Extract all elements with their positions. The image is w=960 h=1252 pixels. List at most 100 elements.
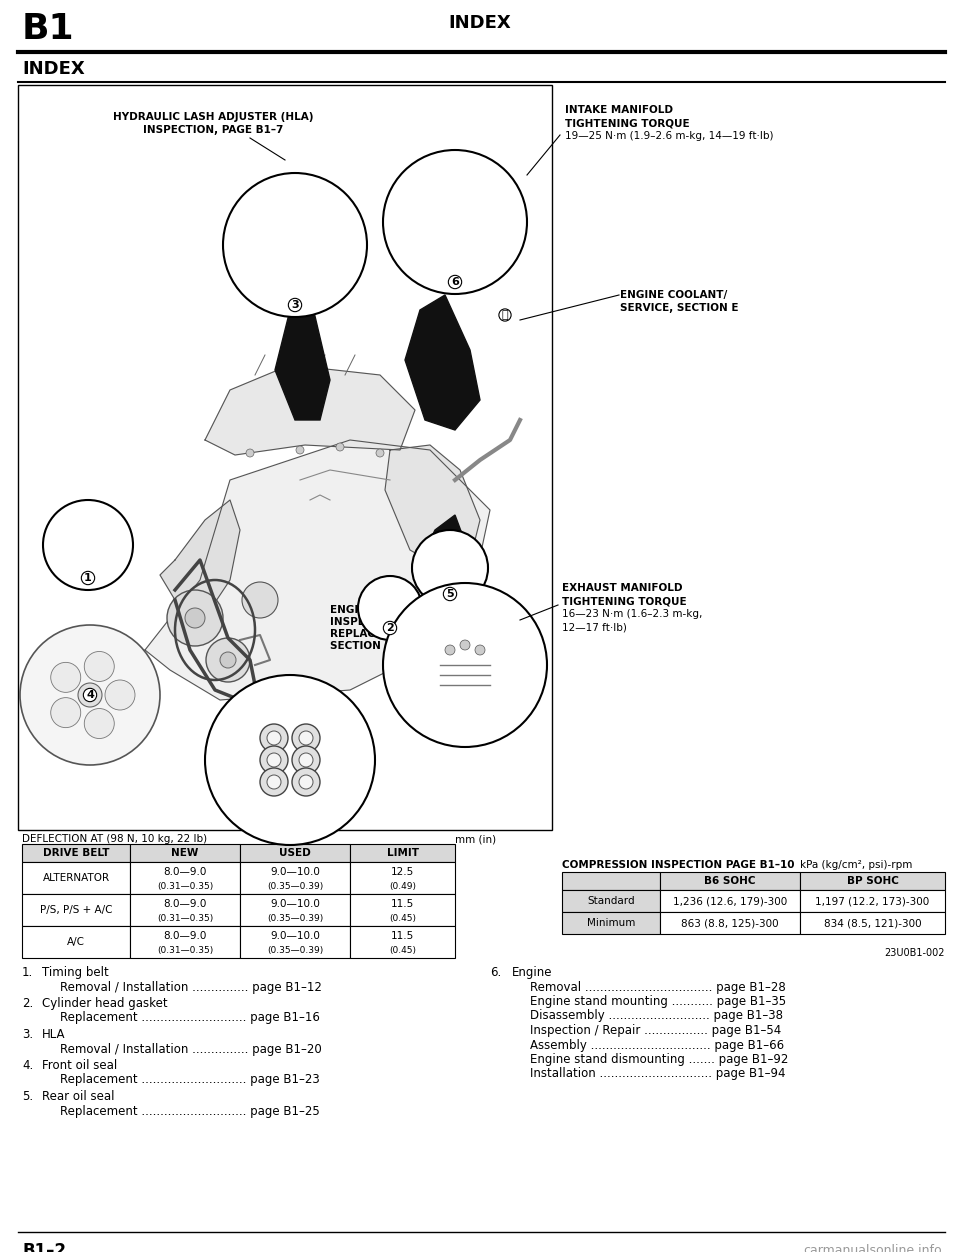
- Text: Removal / Installation ............... page B1–12: Removal / Installation ............... p…: [60, 980, 322, 994]
- Text: INSPECTION, PAGE B1–7: INSPECTION, PAGE B1–7: [143, 125, 283, 135]
- Text: 19—25 N·m (1.9–2.6 m-kg, 14—19 ft·lb): 19—25 N·m (1.9–2.6 m-kg, 14—19 ft·lb): [565, 131, 774, 141]
- Text: (0.45): (0.45): [389, 914, 416, 923]
- Bar: [350, 844, 455, 861]
- Text: INDEX: INDEX: [448, 14, 512, 33]
- Text: 11.5: 11.5: [391, 931, 414, 942]
- Circle shape: [43, 500, 133, 590]
- Circle shape: [84, 709, 114, 739]
- Circle shape: [267, 775, 281, 789]
- Text: ALTERNATOR: ALTERNATOR: [42, 873, 109, 883]
- Polygon shape: [255, 690, 310, 755]
- Circle shape: [267, 752, 281, 767]
- Bar: [660, 871, 800, 890]
- Text: DRIVE BELT: DRIVE BELT: [43, 848, 109, 858]
- Circle shape: [383, 583, 547, 747]
- Text: Cylinder head gasket: Cylinder head gasket: [42, 997, 168, 1010]
- Circle shape: [220, 652, 236, 669]
- Circle shape: [299, 775, 313, 789]
- Polygon shape: [145, 439, 490, 700]
- Text: INSPECTION/: INSPECTION/: [330, 617, 405, 627]
- Text: 2.: 2.: [22, 997, 34, 1010]
- Bar: [22, 894, 130, 926]
- Text: USED: USED: [279, 848, 311, 858]
- Circle shape: [383, 150, 527, 294]
- Polygon shape: [405, 295, 480, 429]
- Circle shape: [299, 731, 313, 745]
- Text: 11.5: 11.5: [391, 899, 414, 909]
- Bar: [240, 844, 350, 861]
- Circle shape: [242, 582, 278, 618]
- Text: (0.31—0.35): (0.31—0.35): [156, 914, 213, 923]
- Circle shape: [78, 684, 102, 707]
- Bar: [240, 926, 350, 958]
- Text: NEW: NEW: [171, 848, 199, 858]
- Text: Replacement ............................ page B1–25: Replacement ............................…: [60, 1104, 320, 1118]
- Bar: [800, 911, 945, 934]
- Polygon shape: [425, 515, 468, 575]
- Text: Disassembly ........................... page B1–38: Disassembly ........................... …: [530, 1009, 783, 1023]
- Circle shape: [336, 443, 344, 451]
- Text: INTAKE MANIFOLD: INTAKE MANIFOLD: [565, 105, 673, 115]
- Circle shape: [358, 576, 422, 640]
- Bar: [562, 911, 660, 934]
- Text: 9.0—10.0: 9.0—10.0: [270, 931, 320, 942]
- Text: 863 (8.8, 125)-300: 863 (8.8, 125)-300: [682, 918, 779, 928]
- Text: (0.31—0.35): (0.31—0.35): [156, 881, 213, 890]
- Text: (0.35—0.39): (0.35—0.39): [267, 945, 324, 954]
- Text: 3.: 3.: [22, 1028, 34, 1040]
- Circle shape: [460, 640, 470, 650]
- Text: 3: 3: [291, 300, 299, 310]
- Text: P/S, P/S + A/C: P/S, P/S + A/C: [39, 905, 112, 915]
- Bar: [562, 890, 660, 911]
- Bar: [130, 844, 240, 861]
- Text: 12.5: 12.5: [391, 866, 414, 876]
- Text: 5: 5: [446, 588, 454, 598]
- Text: Front oil seal: Front oil seal: [42, 1059, 117, 1072]
- Circle shape: [246, 449, 254, 457]
- Text: B6 SOHC: B6 SOHC: [705, 876, 756, 886]
- Circle shape: [206, 639, 250, 682]
- Bar: [18, 85, 552, 830]
- Bar: [240, 894, 350, 926]
- Text: 1,197 (12.2, 173)-300: 1,197 (12.2, 173)-300: [815, 896, 929, 906]
- Text: Standard: Standard: [588, 896, 635, 906]
- Text: 23U0B1-002: 23U0B1-002: [884, 948, 945, 958]
- Text: 1.: 1.: [22, 967, 34, 979]
- Text: Engine stand mounting ........... page B1–35: Engine stand mounting ........... page B…: [530, 995, 786, 1008]
- Text: Removal / Installation ............... page B1–20: Removal / Installation ............... p…: [60, 1043, 322, 1055]
- Text: Removal .................................. page B1–28: Removal ................................…: [530, 980, 785, 994]
- Polygon shape: [385, 444, 480, 570]
- Text: LIMIT: LIMIT: [387, 848, 419, 858]
- Text: 9.0—10.0: 9.0—10.0: [270, 899, 320, 909]
- Text: HLA: HLA: [42, 1028, 65, 1040]
- Circle shape: [167, 590, 223, 646]
- Circle shape: [205, 675, 375, 845]
- Text: 8.0—9.0: 8.0—9.0: [163, 931, 206, 942]
- Text: Engine stand dismounting ....... page B1–92: Engine stand dismounting ....... page B1…: [530, 1053, 788, 1065]
- Circle shape: [445, 645, 455, 655]
- Bar: [800, 871, 945, 890]
- Text: INDEX: INDEX: [22, 60, 84, 78]
- Circle shape: [223, 173, 367, 317]
- Polygon shape: [205, 366, 415, 454]
- Text: (0.35—0.39): (0.35—0.39): [267, 914, 324, 923]
- Circle shape: [260, 746, 288, 774]
- Text: BP SOHC: BP SOHC: [847, 876, 899, 886]
- Bar: [660, 911, 800, 934]
- Circle shape: [185, 608, 205, 629]
- Text: 2: 2: [386, 623, 394, 634]
- Text: 4: 4: [86, 690, 94, 700]
- Bar: [240, 861, 350, 894]
- Circle shape: [292, 746, 320, 774]
- Text: Replacement ............................ page B1–23: Replacement ............................…: [60, 1073, 320, 1087]
- Bar: [22, 926, 130, 958]
- Text: Assembly ................................ page B1–66: Assembly ...............................…: [530, 1038, 784, 1052]
- Circle shape: [260, 767, 288, 796]
- Polygon shape: [160, 500, 240, 610]
- Circle shape: [299, 752, 313, 767]
- Text: Rear oil seal: Rear oil seal: [42, 1090, 114, 1103]
- Text: B1: B1: [22, 13, 75, 46]
- Text: 9.0—10.0: 9.0—10.0: [270, 866, 320, 876]
- Bar: [350, 894, 455, 926]
- Bar: [562, 871, 660, 890]
